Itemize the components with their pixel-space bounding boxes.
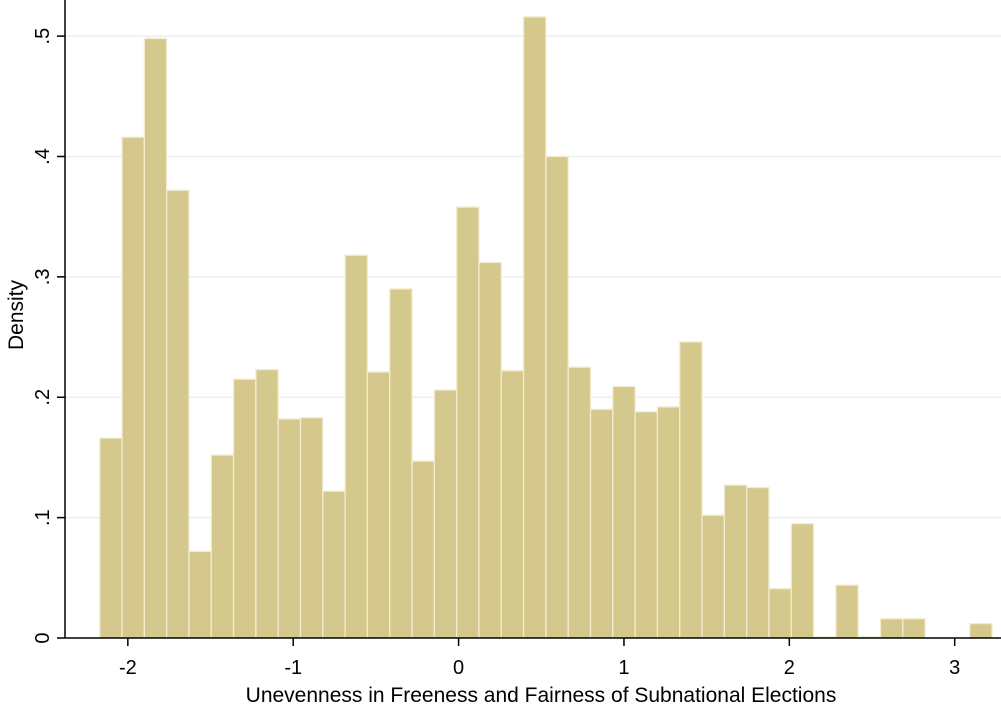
histogram-bar: [679, 341, 703, 639]
y-tick-label: .1: [32, 509, 54, 526]
histogram-bar: [456, 206, 480, 639]
x-tick-label: 0: [453, 657, 464, 679]
histogram-bar: [902, 618, 926, 639]
histogram-bar: [522, 16, 547, 639]
histogram-bar: [166, 189, 190, 639]
histogram-bar: [210, 454, 235, 639]
y-tick-label: .5: [32, 28, 54, 45]
histogram-bar: [232, 378, 257, 639]
histogram-bar: [99, 437, 123, 639]
y-tick-label: 0: [32, 632, 54, 643]
x-tick-label: -2: [119, 657, 137, 679]
histogram-bars: [99, 16, 993, 639]
x-tick-label: 1: [618, 657, 629, 679]
histogram-bar: [255, 368, 279, 639]
histogram-bar: [634, 411, 659, 639]
x-axis-title: Unevenness in Freeness and Fairness of S…: [246, 684, 837, 707]
histogram-bar: [612, 385, 636, 639]
histogram-bar: [121, 136, 145, 639]
axes: [64, 0, 1001, 639]
histogram-bar: [433, 389, 458, 639]
histogram-bar: [723, 484, 748, 639]
histogram-bar: [701, 514, 726, 639]
histogram-bar: [656, 406, 681, 639]
histogram-bar: [322, 490, 346, 639]
histogram-bar: [500, 370, 525, 639]
histogram-bar: [366, 371, 391, 639]
histogram-bar: [478, 261, 502, 639]
x-tick-label: 2: [784, 657, 795, 679]
y-tick-label: .4: [32, 148, 54, 165]
histogram-bar: [143, 37, 168, 639]
y-axis-ticks: 0 .1 .2 .3 .4 .5: [32, 28, 65, 644]
histogram-bar: [545, 155, 569, 639]
histogram-bar: [589, 408, 614, 639]
histogram-bar: [746, 486, 770, 639]
histogram-bar: [835, 584, 859, 639]
x-tick-label: 3: [949, 657, 960, 679]
histogram-bar: [389, 288, 413, 639]
histogram-bar: [344, 254, 369, 639]
histogram-bar: [969, 622, 993, 639]
histogram-bar: [299, 417, 324, 639]
y-tick-label: .2: [32, 389, 54, 406]
histogram-bar: [768, 587, 792, 639]
histogram-bar: [411, 460, 436, 639]
histogram-bar: [879, 618, 904, 639]
histogram-bar: [567, 366, 592, 639]
y-tick-label: .3: [32, 269, 54, 286]
x-axis-ticks: -2 -1 0 1 2 3: [119, 638, 960, 679]
histogram-bar: [790, 522, 815, 639]
y-axis-title: Density: [5, 279, 28, 350]
histogram-bar: [277, 418, 302, 639]
x-tick-label: -1: [284, 657, 302, 679]
histogram-bar: [188, 550, 212, 639]
